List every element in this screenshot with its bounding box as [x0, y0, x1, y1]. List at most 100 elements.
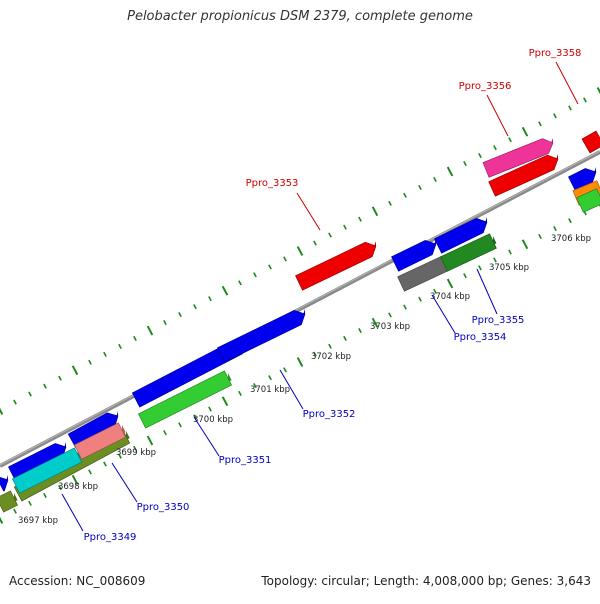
guide-dot: [403, 304, 407, 310]
guide-dot: [146, 435, 154, 446]
guide-dot: [103, 351, 107, 357]
guide-dot: [253, 382, 257, 389]
gene-ppro-3356: [482, 138, 554, 178]
guide-dot: [508, 249, 512, 255]
guide-dot: [553, 225, 557, 232]
guide-dot: [43, 492, 47, 499]
guide-dot: [118, 343, 122, 349]
guide-dot: [553, 113, 557, 119]
tick-label: 3700 kbp: [193, 415, 233, 425]
guide-dot: [313, 240, 317, 246]
gene-label-ppro-3355: Ppro_3355: [472, 315, 525, 326]
guide-dot: [238, 280, 242, 286]
label-leader-line: [61, 493, 84, 532]
guide-dot: [103, 461, 107, 467]
gene-ppro-3353: [295, 241, 377, 291]
guide-dot: [208, 296, 212, 302]
tick-label: 3703 kbp: [370, 322, 410, 332]
guide-dot: [446, 166, 454, 177]
label-leader-line: [476, 268, 498, 315]
label-leader-line: [555, 61, 579, 105]
guide-dot: [433, 288, 437, 294]
guide-dot: [0, 516, 4, 524]
gene-label-ppro-3352: Ppro_3352: [303, 409, 356, 420]
gene-label-ppro-3353: Ppro_3353: [246, 178, 299, 189]
guide-dot: [283, 256, 287, 262]
tick-labels: 3697 kbp 3698 kbp 3699 kbp 3700 kbp 3701 kbp…: [18, 234, 591, 526]
label-leader-line: [296, 192, 321, 231]
guide-dot: [13, 508, 17, 514]
guide-dot: [268, 264, 272, 270]
tick-label: 3697 kbp: [18, 516, 58, 526]
guide-dot: [253, 272, 257, 278]
guide-dot: [343, 335, 347, 342]
guide-dot: [371, 206, 379, 217]
guide-dot: [13, 399, 17, 405]
guide-dot: [283, 367, 287, 373]
guide-dot: [521, 239, 529, 250]
gene-labels: Ppro_3349 Ppro_3350 Ppro_3351 Ppro_3352 Ppro…: [61, 48, 581, 543]
guide-dot: [58, 485, 62, 491]
guide-dot: [521, 126, 529, 137]
guide-dot: [58, 375, 62, 381]
guide-dot: [446, 278, 454, 289]
gene-label-ppro-3351: Ppro_3351: [219, 455, 272, 466]
guide-dot: [538, 233, 542, 239]
gene-label-ppro-3356: Ppro_3356: [459, 81, 512, 92]
guide-dot: [508, 137, 512, 143]
dotted-guides: [0, 87, 600, 524]
gene-label-ppro-3350: Ppro_3350: [137, 502, 190, 513]
guide-dot: [478, 265, 482, 271]
label-leader-line: [193, 416, 220, 457]
guide-dot: [28, 391, 32, 397]
guide-dot: [403, 192, 407, 198]
gene-ppro-3355: [434, 217, 488, 254]
guide-dot: [208, 406, 212, 412]
guide-dot: [343, 224, 347, 230]
guide-dot: [163, 319, 167, 326]
guide-dot: [328, 343, 332, 349]
guide-dot: [28, 500, 32, 506]
guide-dot: [146, 325, 154, 336]
guide-dot: [133, 445, 137, 451]
guide-dot: [133, 335, 137, 342]
label-leader-line: [279, 369, 304, 410]
tick-label: 3698 kbp: [58, 482, 98, 492]
guide-dot: [178, 312, 182, 318]
gene-ppro-3358: [581, 130, 600, 154]
guide-dot: [568, 105, 572, 111]
guide-dot: [418, 296, 422, 302]
guide-dot: [193, 414, 197, 420]
guide-dot: [313, 351, 317, 357]
guide-dot: [71, 474, 79, 485]
guide-dot: [221, 396, 229, 407]
guide-dot: [71, 365, 79, 376]
guide-dot: [358, 216, 362, 222]
guide-dot: [463, 273, 467, 279]
label-leader-line: [486, 94, 509, 137]
guide-dot: [268, 375, 272, 381]
backbone-highlight: [0, 150, 600, 466]
guide-dot: [493, 257, 497, 263]
tick-label: 3704 kbp: [430, 292, 470, 302]
guide-dot: [371, 317, 379, 328]
label-leader-line: [111, 462, 138, 503]
guide-dot: [463, 160, 467, 167]
guide-dot: [358, 328, 362, 334]
guide-dot: [296, 357, 304, 367]
guide-dot: [388, 200, 392, 206]
guide-dot: [88, 469, 92, 475]
genome-backbone: [0, 150, 600, 468]
guide-dot: [238, 390, 242, 396]
guide-dot: [118, 453, 122, 459]
tick-label: 3702 kbp: [311, 352, 351, 362]
accession-text: Accession: NC_008609: [9, 574, 146, 588]
backbone-line: [0, 150, 600, 468]
guide-dot: [178, 422, 182, 428]
guide-dot: [583, 97, 587, 103]
guide-dot: [568, 218, 572, 224]
tick-label: 3699 kbp: [116, 448, 156, 458]
tick-label: 3705 kbp: [489, 263, 529, 273]
